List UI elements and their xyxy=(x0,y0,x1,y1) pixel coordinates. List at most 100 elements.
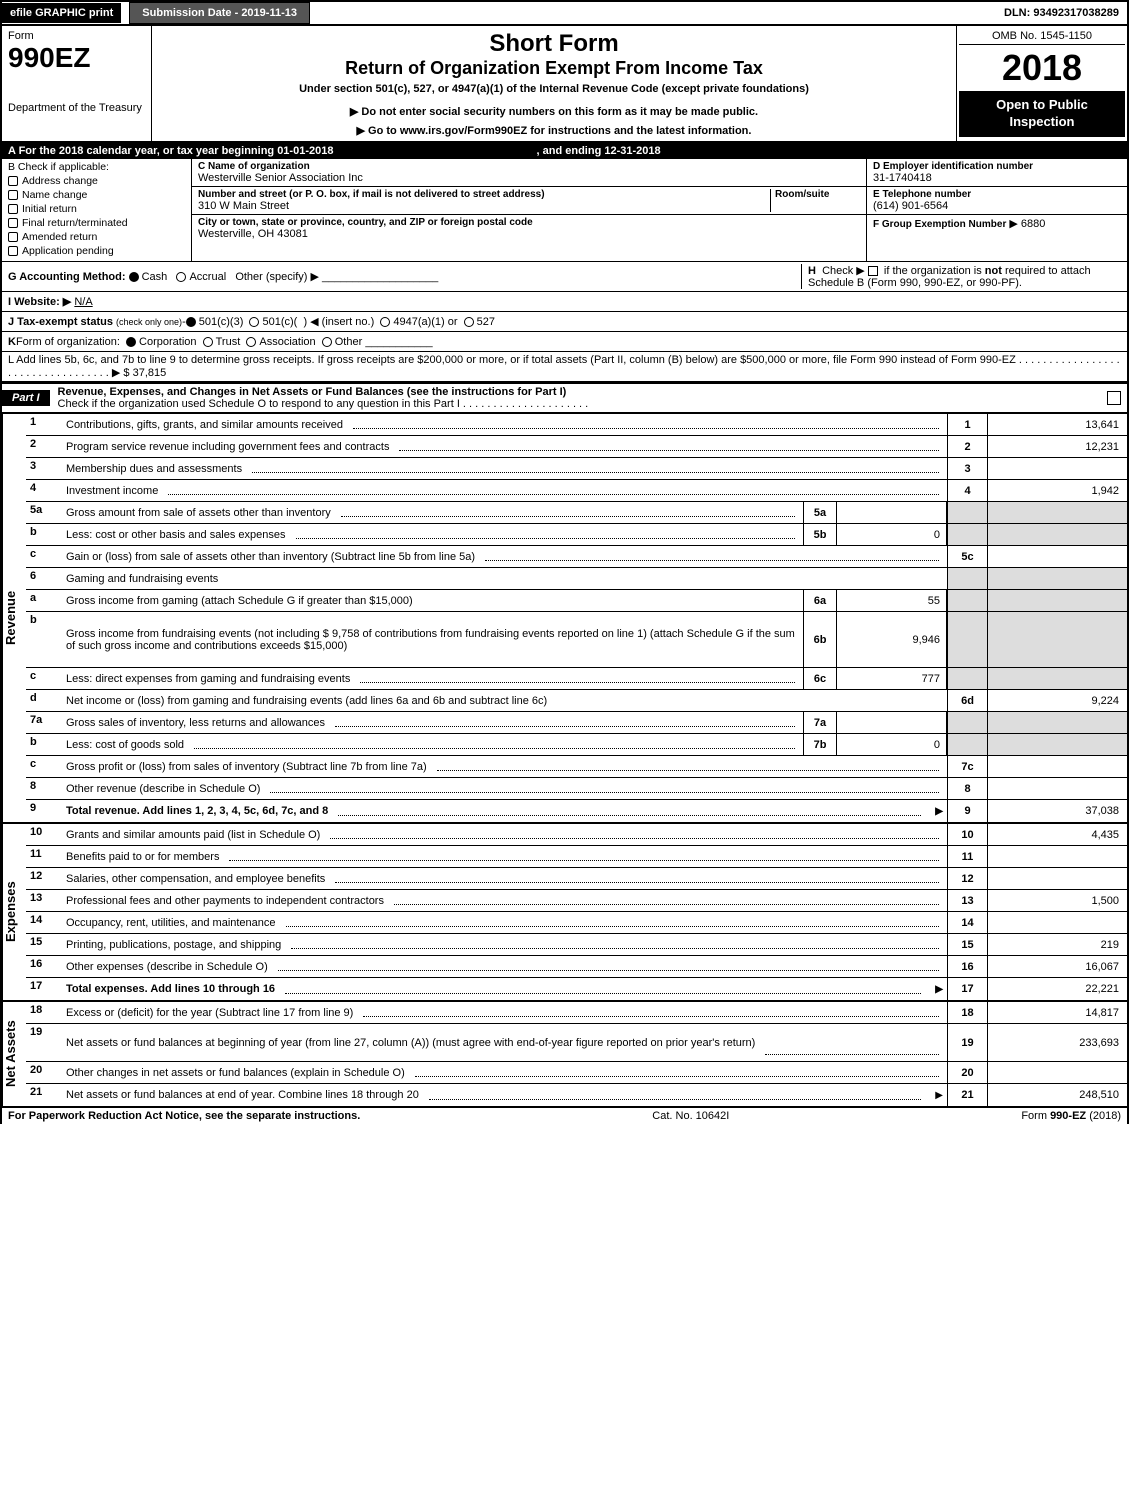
i-label: I Website: ▶ xyxy=(8,295,71,308)
g-label: G Accounting Method: xyxy=(8,271,126,283)
line-2: 2Program service revenue including gover… xyxy=(26,436,1127,458)
form-title: Short Form xyxy=(160,30,948,58)
form-name: 990EZ xyxy=(8,42,145,74)
part1-badge: Part I xyxy=(2,390,50,406)
c-label: C Name of organization xyxy=(198,161,860,172)
form-note: ▶ Do not enter social security numbers o… xyxy=(160,105,948,118)
line-17: 17Total expenses. Add lines 10 through 1… xyxy=(26,978,1127,1000)
b-title: B Check if applicable: xyxy=(8,161,185,173)
line-7c: cGross profit or (loss) from sales of in… xyxy=(26,756,1127,778)
side-netassets: Net Assets xyxy=(2,1002,26,1106)
l-text: L Add lines 5b, 6c, and 7b to line 9 to … xyxy=(8,354,1121,379)
row-k: K Form of organization: Corporation Trus… xyxy=(0,332,1129,352)
g-cash: Cash xyxy=(142,271,168,283)
form-under: Under section 501(c), 527, or 4947(a)(1)… xyxy=(160,83,948,95)
footer-left: For Paperwork Reduction Act Notice, see … xyxy=(8,1110,360,1122)
line-7a: 7aGross sales of inventory, less returns… xyxy=(26,712,1127,734)
period-end: , and ending 12-31-2018 xyxy=(537,145,661,157)
website-value: N/A xyxy=(74,296,92,308)
line-14: 14Occupancy, rent, utilities, and mainte… xyxy=(26,912,1127,934)
line-6a: aGross income from gaming (attach Schedu… xyxy=(26,590,1127,612)
submission-date: Submission Date - 2019-11-13 xyxy=(129,2,310,24)
org-info: C Name of organization Westerville Senio… xyxy=(192,159,867,261)
right-info: D Employer identification number 31-1740… xyxy=(867,159,1127,261)
g-accrual: Accrual xyxy=(189,271,226,283)
check-col-b: B Check if applicable: Address change Na… xyxy=(2,159,192,261)
row-j: J Tax-exempt status (check only one) - 5… xyxy=(0,312,1129,332)
header-left: Form 990EZ Department of the Treasury xyxy=(2,26,152,141)
org-address: 310 W Main Street xyxy=(198,200,770,212)
footer-right: Form 990-EZ (2018) xyxy=(1021,1110,1121,1122)
line-1: 1Contributions, gifts, grants, and simil… xyxy=(26,414,1127,436)
period-row: A For the 2018 calendar year, or tax yea… xyxy=(0,143,1129,159)
grid-netassets: Net Assets 18Excess or (deficit) for the… xyxy=(0,1002,1129,1108)
line-6b: bGross income from fundraising events (n… xyxy=(26,612,1127,668)
grid-revenue: Revenue 1Contributions, gifts, grants, a… xyxy=(0,414,1129,824)
line-13: 13Professional fees and other payments t… xyxy=(26,890,1127,912)
line-6: 6Gaming and fundraising events xyxy=(26,568,1127,590)
side-expenses: Expenses xyxy=(2,824,26,1000)
line-11: 11Benefits paid to or for members11 xyxy=(26,846,1127,868)
row-l: L Add lines 5b, 6c, and 7b to line 9 to … xyxy=(0,352,1129,383)
line-15: 15Printing, publications, postage, and s… xyxy=(26,934,1127,956)
city-label: City or town, state or province, country… xyxy=(198,217,860,228)
line-7b: bLess: cost of goods sold7b0 xyxy=(26,734,1127,756)
top-bar: efile GRAPHIC print Submission Date - 20… xyxy=(0,0,1129,26)
side-revenue: Revenue xyxy=(2,414,26,822)
opt-final-return[interactable]: Final return/terminated xyxy=(8,217,185,229)
opt-address-change[interactable]: Address change xyxy=(8,175,185,187)
group-exemption: ▶ 6880 xyxy=(1009,218,1045,230)
line-4: 4Investment income41,942 xyxy=(26,480,1127,502)
f-label: F Group Exemption Number xyxy=(873,219,1006,230)
d-label: D Employer identification number xyxy=(873,161,1121,172)
line-6c: cLess: direct expenses from gaming and f… xyxy=(26,668,1127,690)
opt-application-pending[interactable]: Application pending xyxy=(8,245,185,257)
line-5a: 5aGross amount from sale of assets other… xyxy=(26,502,1127,524)
part1-header: Part I Revenue, Expenses, and Changes in… xyxy=(0,383,1129,414)
form-goto[interactable]: ▶ Go to www.irs.gov/Form990EZ for instru… xyxy=(160,124,948,137)
g-other: Other (specify) ▶ ___________________ xyxy=(235,271,438,283)
line-16: 16Other expenses (describe in Schedule O… xyxy=(26,956,1127,978)
line-5b: bLess: cost or other basis and sales exp… xyxy=(26,524,1127,546)
header-right: OMB No. 1545-1150 2018 Open to Public In… xyxy=(957,26,1127,141)
addr-label: Number and street (or P. O. box, if mail… xyxy=(198,189,770,200)
line-21: 21Net assets or fund balances at end of … xyxy=(26,1084,1127,1106)
footer: For Paperwork Reduction Act Notice, see … xyxy=(0,1108,1129,1124)
line-8: 8Other revenue (describe in Schedule O)8 xyxy=(26,778,1127,800)
form-subtitle: Return of Organization Exempt From Incom… xyxy=(160,58,948,79)
form-header: Form 990EZ Department of the Treasury Sh… xyxy=(0,26,1129,143)
dept-label: Department of the Treasury xyxy=(8,102,145,114)
org-name: Westerville Senior Association Inc xyxy=(198,172,860,184)
grid-expenses: Expenses 10Grants and similar amounts pa… xyxy=(0,824,1129,1002)
opt-amended-return[interactable]: Amended return xyxy=(8,231,185,243)
omb-label: OMB No. 1545-1150 xyxy=(959,28,1125,45)
line-19: 19Net assets or fund balances at beginni… xyxy=(26,1024,1127,1062)
opt-initial-return[interactable]: Initial return xyxy=(8,203,185,215)
row-i: I Website: ▶ N/A xyxy=(0,292,1129,312)
line-20: 20Other changes in net assets or fund ba… xyxy=(26,1062,1127,1084)
part1-title: Revenue, Expenses, and Changes in Net As… xyxy=(58,386,567,398)
row-gh: G Accounting Method: Cash Accrual Other … xyxy=(0,262,1129,292)
room-label: Room/suite xyxy=(775,189,860,200)
dln-label: DLN: 93492317038289 xyxy=(996,3,1127,23)
open-public: Open to Public Inspection xyxy=(959,91,1125,137)
line-6d: dNet income or (loss) from gaming and fu… xyxy=(26,690,1127,712)
line-5c: cGain or (loss) from sale of assets othe… xyxy=(26,546,1127,568)
ein-value: 31-1740418 xyxy=(873,172,1121,184)
footer-cat: Cat. No. 10642I xyxy=(360,1110,1021,1122)
tax-year: 2018 xyxy=(959,45,1125,91)
phone-value: (614) 901-6564 xyxy=(873,200,1121,212)
header-center: Short Form Return of Organization Exempt… xyxy=(152,26,957,141)
line-10: 10Grants and similar amounts paid (list … xyxy=(26,824,1127,846)
line-12: 12Salaries, other compensation, and empl… xyxy=(26,868,1127,890)
part1-checkbox[interactable] xyxy=(1107,391,1121,405)
line-18: 18Excess or (deficit) for the year (Subt… xyxy=(26,1002,1127,1024)
efile-label[interactable]: efile GRAPHIC print xyxy=(2,3,121,23)
form-label: Form xyxy=(8,30,145,42)
org-city: Westerville, OH 43081 xyxy=(198,228,860,240)
opt-name-change[interactable]: Name change xyxy=(8,189,185,201)
e-label: E Telephone number xyxy=(873,189,1121,200)
line-3: 3Membership dues and assessments3 xyxy=(26,458,1127,480)
line-9: 9Total revenue. Add lines 1, 2, 3, 4, 5c… xyxy=(26,800,1127,822)
period-begin: A For the 2018 calendar year, or tax yea… xyxy=(8,145,333,157)
